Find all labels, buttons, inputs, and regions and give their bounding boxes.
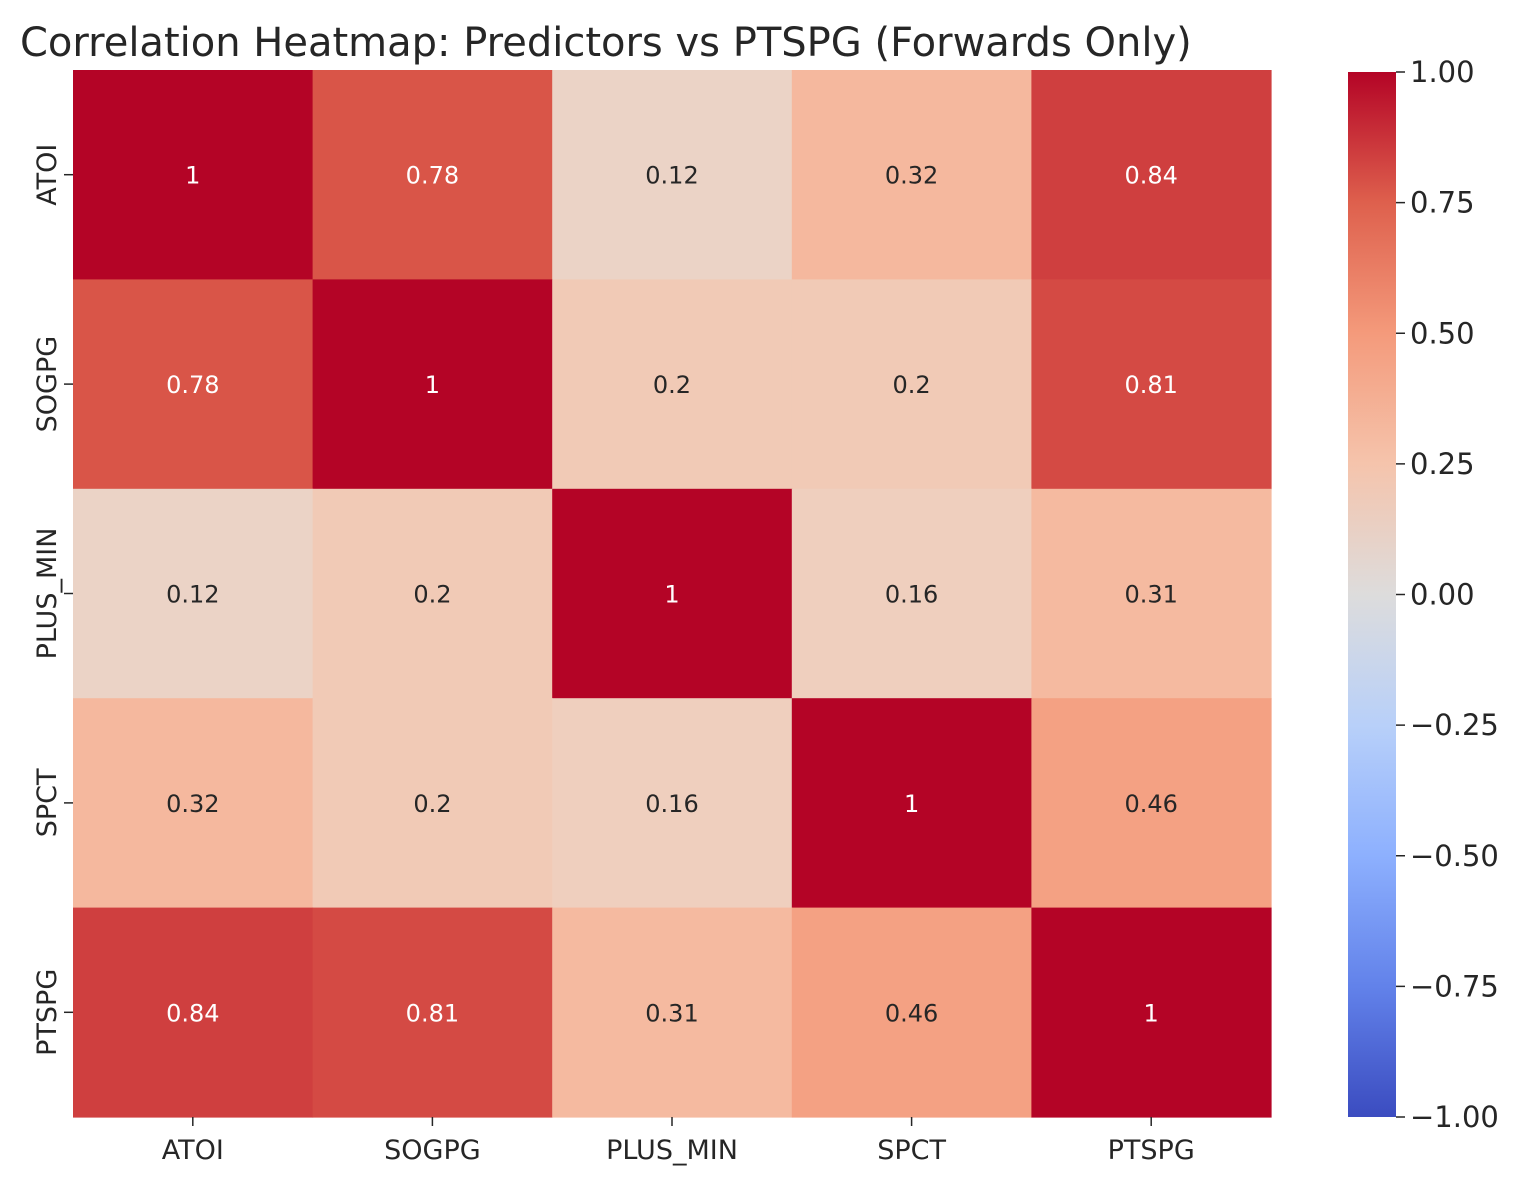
colorbar-tick-label: −0.75	[1410, 969, 1499, 1003]
y-axis: ATOI SOGPG PLUS_MIN SPCT PTSPG	[32, 144, 73, 1056]
colorbar-tick-label: −0.50	[1410, 839, 1499, 873]
cell-annotation: 0.2	[653, 371, 691, 399]
cell-annotation: 0.2	[413, 581, 451, 609]
heatmap-cell-atoi-atoi	[73, 70, 314, 280]
heatmap-cell-spct-spct	[791, 698, 1032, 909]
cell-annotations: 1 0.78 0.12 0.32 0.84 0.78 1 0.2 0.2 0.81 0.12 0.2 1…	[166, 162, 1178, 1028]
x-tick-label: ATOI	[162, 1135, 224, 1166]
cell-annotation: 1	[185, 162, 200, 190]
heatmap-cell-atoi-sogpg	[312, 70, 553, 280]
heatmap-cell-spct-atoi	[73, 698, 314, 909]
heatmap-cell-spct-plus_min	[552, 698, 793, 909]
heatmap-cell-atoi-plus_min	[552, 70, 793, 280]
cell-annotation: 0.32	[885, 162, 938, 190]
heatmap-cell-sogpg-sogpg	[312, 279, 553, 490]
heatmap-cell-ptspg-sogpg	[312, 907, 553, 1118]
heatmap-cell-ptspg-ptspg	[1031, 907, 1272, 1118]
colorbar	[1348, 72, 1396, 1117]
y-tick-label: SPCT	[32, 768, 63, 837]
cell-annotation: 0.12	[645, 162, 698, 190]
colorbar-gradient	[1348, 72, 1396, 1117]
cell-annotation: 0.81	[406, 999, 459, 1027]
heatmap-cell-plus_min-sogpg	[312, 488, 553, 699]
cell-annotation: 0.78	[166, 371, 219, 399]
heatmap-cell-atoi-spct	[791, 70, 1032, 280]
heatmap-cell-plus_min-plus_min	[552, 488, 793, 699]
cell-annotation: 0.78	[406, 162, 459, 190]
x-tick-label: SOGPG	[384, 1135, 481, 1166]
colorbar-tick-label: 1.00	[1410, 55, 1475, 89]
heatmap-cell-plus_min-atoi	[73, 488, 314, 699]
cell-annotation: 0.46	[1124, 790, 1177, 818]
cell-annotation: 0.46	[885, 999, 938, 1027]
cell-annotation: 0.84	[166, 999, 219, 1027]
x-tick-label: PLUS_MIN	[606, 1135, 738, 1166]
y-tick-label: PLUS_MIN	[32, 528, 63, 660]
cell-annotation: 0.31	[645, 999, 698, 1027]
heatmap-cell-sogpg-ptspg	[1031, 279, 1272, 490]
cell-annotation: 1	[425, 371, 440, 399]
colorbar-tick-label: −0.25	[1410, 708, 1499, 742]
heatmap-cell-sogpg-plus_min	[552, 279, 793, 490]
heatmap-cells	[73, 70, 1272, 1118]
cell-annotation: 0.2	[413, 790, 451, 818]
x-tick-label: SPCT	[877, 1135, 946, 1166]
colorbar-tick-label: 0.25	[1410, 447, 1475, 481]
heatmap-cell-ptspg-spct	[791, 907, 1032, 1118]
heatmap-cell-sogpg-spct	[791, 279, 1032, 490]
cell-annotation: 0.84	[1124, 162, 1177, 190]
cell-annotation: 0.16	[645, 790, 698, 818]
cell-annotation: 0.31	[1124, 581, 1177, 609]
cell-annotation: 0.81	[1124, 371, 1177, 399]
heatmap-cell-ptspg-atoi	[73, 907, 314, 1118]
colorbar-ticks: 1.00 0.75 0.50 0.25 0.00 −0.25 −0.50 −0.75 −1.00	[1396, 55, 1499, 1134]
y-tick-label: ATOI	[32, 144, 63, 206]
x-tick-label: PTSPG	[1108, 1135, 1195, 1166]
colorbar-tick-label: −1.00	[1410, 1100, 1499, 1134]
colorbar-tick-label: 0.75	[1410, 186, 1475, 220]
heatmap-cell-spct-sogpg	[312, 698, 553, 909]
y-tick-label: SOGPG	[32, 336, 63, 433]
cell-annotation: 1	[904, 790, 919, 818]
cell-annotation: 0.2	[893, 371, 931, 399]
heatmap-cell-spct-ptspg	[1031, 698, 1272, 909]
heatmap-cell-sogpg-atoi	[73, 279, 314, 490]
colorbar-tick-label: 0.00	[1410, 578, 1475, 612]
cell-annotation: 1	[664, 581, 679, 609]
colorbar-tick-label: 0.50	[1410, 316, 1475, 350]
heatmap-cell-ptspg-plus_min	[552, 907, 793, 1118]
heatmap-cell-plus_min-spct	[791, 488, 1032, 699]
cell-annotation: 1	[1144, 999, 1159, 1027]
heatmap-cell-atoi-ptspg	[1031, 70, 1272, 280]
y-tick-label: PTSPG	[32, 969, 63, 1056]
cell-annotation: 0.16	[885, 581, 938, 609]
cell-annotation: 0.12	[166, 581, 219, 609]
chart-title: Correlation Heatmap: Predictors vs PTSPG…	[20, 20, 1192, 66]
x-axis: ATOI SOGPG PLUS_MIN SPCT PTSPG	[162, 1117, 1195, 1166]
heatmap-cell-plus_min-ptspg	[1031, 488, 1272, 699]
cell-annotation: 0.32	[166, 790, 219, 818]
